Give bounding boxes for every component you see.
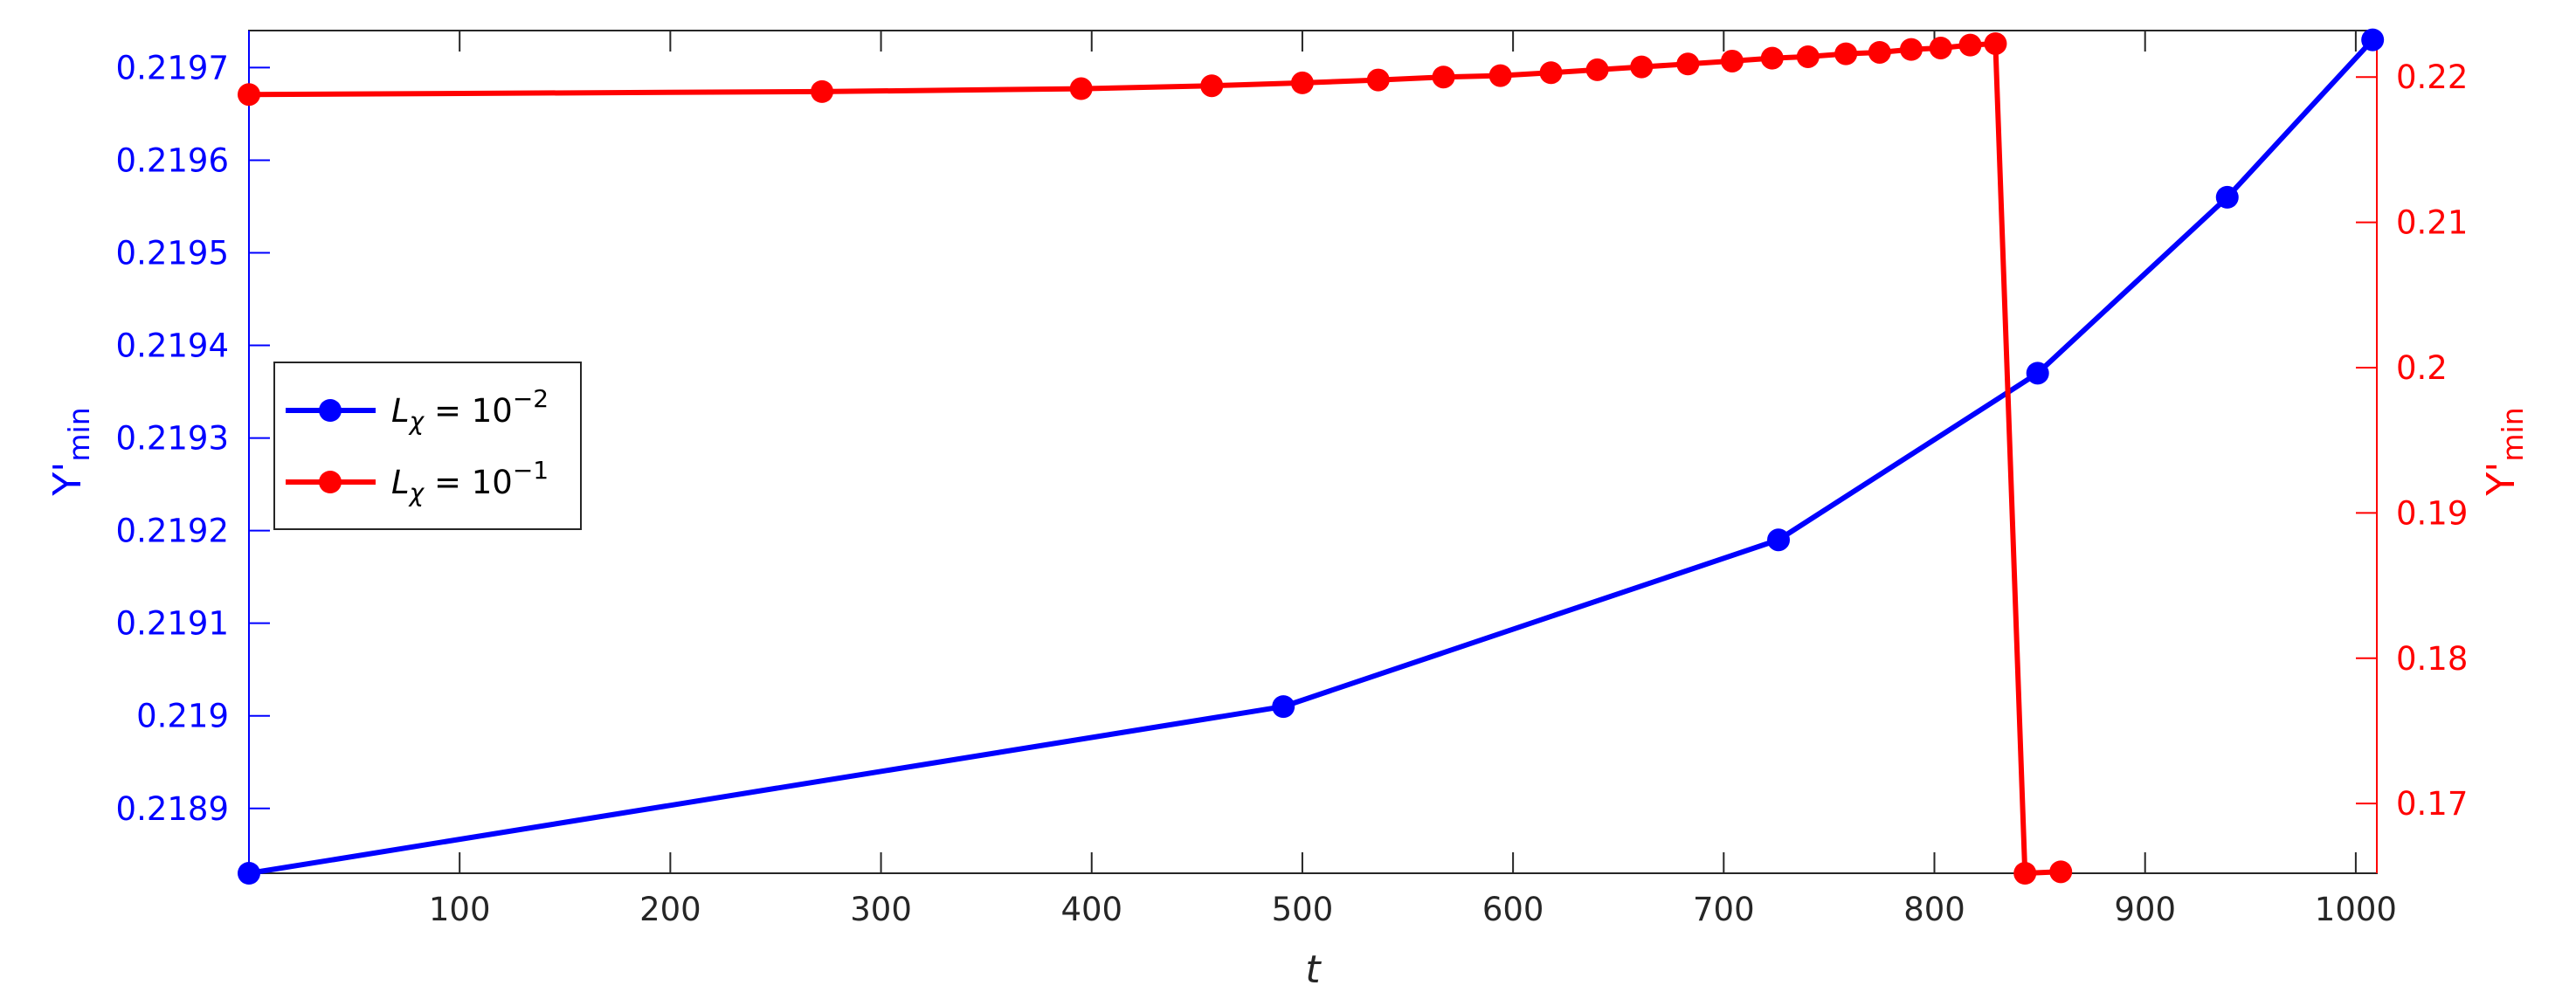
series-2-point-12 <box>1720 49 1744 72</box>
x-tick-label-7: 800 <box>1903 891 1965 928</box>
right-y-tick-label-4: 0.21 <box>2396 204 2468 242</box>
series-2-point-19 <box>1958 33 1982 57</box>
x-tick-label-6: 700 <box>1693 891 1755 928</box>
legend-label-series-2: Lχ = 10−1 <box>391 456 549 507</box>
x-tick-label-3: 400 <box>1060 891 1122 928</box>
x-tick-label-5: 600 <box>1482 891 1544 928</box>
series-layer <box>238 28 2385 885</box>
legend-label-series-2-subscript: χ <box>408 479 425 507</box>
series-2-point-2 <box>1069 77 1093 100</box>
series-1-point-1 <box>1272 695 1295 719</box>
right-y-axis-ticks: 0.17 0.18 0.19 0.2 0.21 0.22 <box>2356 59 2468 823</box>
legend-box <box>273 362 582 530</box>
legend: Lχ = 10−2 Lχ = 10−1 <box>273 362 582 530</box>
series-2-point-16 <box>1868 40 1891 64</box>
series-2-point-9 <box>1585 58 1609 81</box>
series-2-point-6 <box>1432 65 1455 89</box>
left-y-axis-label-sub: min <box>62 407 96 461</box>
left-y-tick-label-1: 0.219 <box>136 698 229 735</box>
series-1-point-5 <box>2361 28 2385 52</box>
series-1-point-3 <box>2026 362 2049 385</box>
left-y-tick-label-0: 0.2189 <box>116 790 229 828</box>
series-2-point-4 <box>1290 71 1314 94</box>
legend-label-series-1-base: L <box>391 392 410 430</box>
right-y-axis-label-sub: min <box>2496 407 2530 461</box>
series-1-line <box>248 38 2375 876</box>
legend-label-series-1-mid: = 10 <box>424 392 513 430</box>
series-2-point-17 <box>1899 38 1923 61</box>
series-2-point-22 <box>2049 860 2073 884</box>
x-tick-label-2: 300 <box>850 891 912 928</box>
series-2-point-13 <box>1760 46 1784 70</box>
series-2-point-5 <box>1366 68 1390 92</box>
legend-label-series-1-subscript: χ <box>408 407 425 436</box>
left-y-tick-label-3: 0.2192 <box>116 513 229 550</box>
series-2-point-21 <box>2013 862 2037 885</box>
x-tick-label-0: 100 <box>429 891 491 928</box>
series-2-point-14 <box>1796 45 1820 68</box>
left-y-tick-label-5: 0.2194 <box>116 327 229 365</box>
left-y-tick-label-7: 0.2196 <box>116 141 229 179</box>
x-tick-label-1: 200 <box>639 891 701 928</box>
series-1-point-4 <box>2215 185 2239 209</box>
series-2-point-7 <box>1488 64 1512 87</box>
left-y-tick-label-6: 0.2195 <box>116 235 229 272</box>
left-y-tick-label-4: 0.2193 <box>116 420 229 458</box>
legend-label-series-2-mid: = 10 <box>424 464 513 501</box>
right-y-tick-label-5: 0.22 <box>2396 59 2468 96</box>
right-y-tick-label-0: 0.17 <box>2396 785 2468 823</box>
series-2-point-20 <box>1984 31 2007 55</box>
series-2-point-15 <box>1834 42 1858 65</box>
legend-label-series-1: Lχ = 10−2 <box>391 384 549 436</box>
right-y-tick-label-1: 0.18 <box>2396 640 2468 678</box>
legend-marker-series-2 <box>319 471 342 493</box>
x-axis-ticks: 100 200 300 400 500 600 700 800 900 1000 <box>429 31 2397 928</box>
left-y-tick-label-8: 0.2197 <box>116 49 229 86</box>
legend-marker-series-1 <box>319 399 342 422</box>
series-2-point-0 <box>238 83 260 107</box>
series-2-point-3 <box>1200 74 1224 98</box>
legend-label-series-2-base: L <box>391 464 410 501</box>
x-tick-label-4: 500 <box>1272 891 1334 928</box>
series-2-point-18 <box>1929 36 1952 59</box>
series-2-point-8 <box>1539 61 1563 85</box>
series-2-point-10 <box>1630 55 1654 79</box>
x-tick-label-9: 1000 <box>2315 891 2397 928</box>
right-y-tick-label-3: 0.2 <box>2396 349 2448 387</box>
left-y-tick-label-2: 0.2191 <box>116 605 229 643</box>
right-y-axis-label-main: Y' <box>2479 462 2524 497</box>
right-y-axis-label: Y'min <box>2479 407 2530 496</box>
x-axis-label: t <box>1305 947 1322 992</box>
series-2-point-1 <box>811 79 834 103</box>
series-1-point-2 <box>1767 528 1791 552</box>
legend-label-series-1-exp: −2 <box>513 384 549 413</box>
series-2-point-11 <box>1676 52 1700 76</box>
left-y-axis-label: Y'min <box>45 407 96 496</box>
left-y-axis-label-main: Y' <box>45 462 90 497</box>
right-y-tick-label-2: 0.19 <box>2396 494 2468 532</box>
x-tick-label-8: 900 <box>2114 891 2176 928</box>
legend-label-series-2-exp: −1 <box>513 456 549 485</box>
series-1-point-0 <box>238 862 260 885</box>
left-y-axis-ticks: 0.2189 0.219 0.2191 0.2192 0.2193 0.2194 0.219… <box>116 49 270 828</box>
